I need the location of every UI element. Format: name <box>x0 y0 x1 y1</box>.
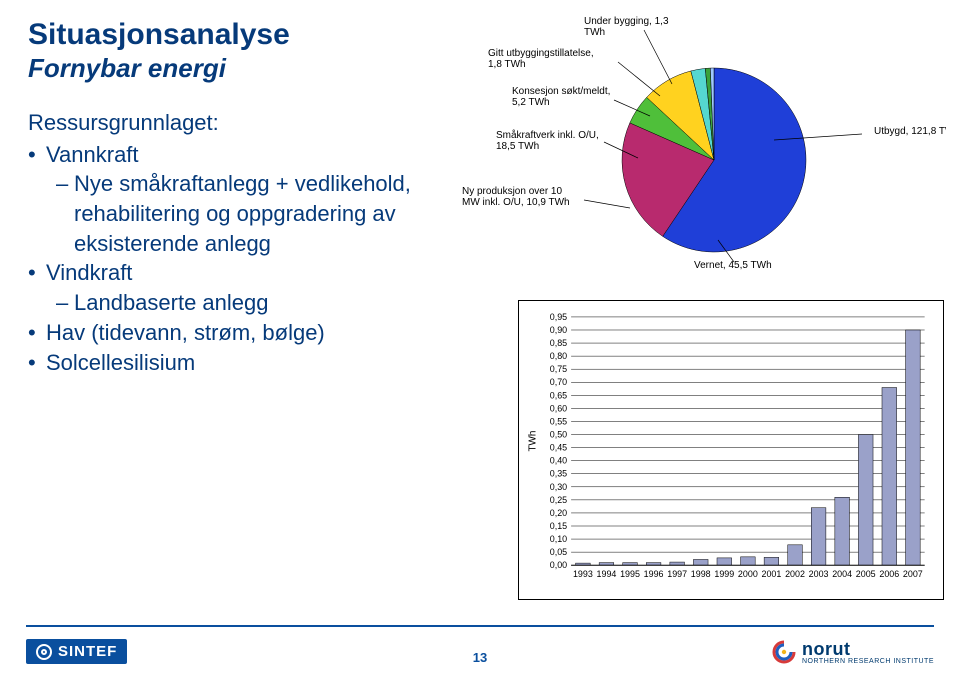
bar <box>693 559 708 565</box>
bullet-icon: • <box>28 318 46 348</box>
x-tick-label: 1999 <box>714 569 734 579</box>
bar <box>764 557 779 565</box>
x-tick-label: 2003 <box>809 569 829 579</box>
list-item: • Vannkraft <box>28 140 411 170</box>
list-item: • Hav (tidevann, strøm, bølge) <box>28 318 411 348</box>
y-tick-label: 0,75 <box>550 364 567 374</box>
x-tick-label: 1993 <box>573 569 593 579</box>
bar <box>717 558 732 565</box>
x-tick-label: 1996 <box>644 569 664 579</box>
y-tick-label: 0,05 <box>550 547 567 557</box>
norut-logo: norut NORTHERN RESEARCH INSTITUTE <box>772 639 934 665</box>
x-tick-label: 2005 <box>856 569 876 579</box>
x-tick-label: 2006 <box>879 569 899 579</box>
bullet-icon: • <box>28 348 46 378</box>
y-tick-label: 0,70 <box>550 377 567 387</box>
bullet-icon: • <box>28 258 46 288</box>
intro-line: Ressursgrunnlaget: <box>28 108 411 138</box>
y-tick-label: 0,15 <box>550 521 567 531</box>
y-tick-label: 0,90 <box>550 325 567 335</box>
pie-label: 1,8 TWh <box>488 59 526 70</box>
item-text: Hav (tidevann, strøm, bølge) <box>46 318 325 348</box>
bar <box>882 387 897 565</box>
bar <box>788 545 803 565</box>
subtitle: Fornybar energi <box>28 53 290 84</box>
pie-label: Konsesjon søkt/meldt, <box>512 86 610 97</box>
y-tick-label: 0,30 <box>550 482 567 492</box>
y-tick-label: 0,65 <box>550 390 567 400</box>
x-tick-label: 2001 <box>762 569 782 579</box>
bar <box>835 497 850 565</box>
y-tick-label: 0,85 <box>550 338 567 348</box>
norut-sub: NORTHERN RESEARCH INSTITUTE <box>802 658 934 665</box>
y-tick-label: 0,80 <box>550 351 567 361</box>
pie-label: 5,2 TWh <box>512 97 550 108</box>
y-tick-label: 0,55 <box>550 416 567 426</box>
y-tick-label: 0,50 <box>550 430 567 440</box>
subitem-text: Nye småkraftanlegg + vedlikehold, <box>74 169 411 199</box>
y-tick-label: 0,45 <box>550 443 567 453</box>
x-tick-label: 2004 <box>832 569 852 579</box>
pie-label: 18,5 TWh <box>496 141 539 152</box>
slide-footer: SINTEF 13 norut NORTHERN RESEARCH INSTIT… <box>0 625 960 673</box>
y-tick-label: 0,25 <box>550 495 567 505</box>
bar <box>858 435 873 566</box>
bullet-icon: • <box>28 140 46 170</box>
y-tick-label: 0,20 <box>550 508 567 518</box>
item-text: Vannkraft <box>46 140 139 170</box>
item-text: Solcellesilisium <box>46 348 195 378</box>
subitem-cont: eksisterende anlegg <box>74 229 411 259</box>
y-tick-label: 0,00 <box>550 560 567 570</box>
pie-label: Ny produksjon over 10 <box>462 186 562 197</box>
x-tick-label: 1995 <box>620 569 640 579</box>
content-block: Ressursgrunnlaget: • Vannkraft – Nye små… <box>28 108 411 377</box>
list-item: • Solcellesilisium <box>28 348 411 378</box>
dash-icon: – <box>56 169 74 199</box>
y-tick-label: 0,60 <box>550 403 567 413</box>
sintef-ring-icon <box>36 644 52 660</box>
pie-label: Gitt utbyggingstillatelse, <box>488 48 594 59</box>
pie-label: Utbygd, 121,8 TWh <box>874 126 946 137</box>
bar <box>741 557 756 565</box>
x-tick-label: 2002 <box>785 569 805 579</box>
bar <box>811 508 826 565</box>
list-item: • Vindkraft <box>28 258 411 288</box>
bar <box>906 330 921 565</box>
norut-name: norut <box>802 639 934 660</box>
y-axis-label: TWh <box>527 431 538 452</box>
footer-rule <box>26 625 934 627</box>
pie-label: MW inkl. O/U, 10,9 TWh <box>462 197 570 208</box>
title: Situasjonsanalyse <box>28 18 290 51</box>
pie-label: TWh <box>584 27 605 38</box>
x-tick-label: 2007 <box>903 569 923 579</box>
sintef-text: SINTEF <box>58 643 117 660</box>
subitem-cont: rehabilitering og oppgradering av <box>74 199 411 229</box>
y-tick-label: 0,10 <box>550 534 567 544</box>
pie-chart: Utbygd, 121,8 TWh Vernet, 45,5 TWh Ny prod… <box>454 10 946 280</box>
y-tick-label: 0,35 <box>550 469 567 479</box>
subitem-text: Landbaserte anlegg <box>74 288 269 318</box>
pie-label: Under bygging, 1,3 <box>584 16 669 27</box>
item-text: Vindkraft <box>46 258 132 288</box>
sintef-logo: SINTEF <box>26 639 160 665</box>
dash-icon: – <box>56 288 74 318</box>
list-subitem: – Landbaserte anlegg <box>56 288 411 318</box>
x-tick-label: 2000 <box>738 569 758 579</box>
bar-chart: 0,00 0,05 0,10 0,15 0,20 0,25 0,30 0,35 0,40 0,45… <box>518 300 944 600</box>
y-tick-label: 0,95 <box>550 312 567 322</box>
pie-label: Vernet, 45,5 TWh <box>694 260 772 271</box>
x-tick-label: 1997 <box>667 569 687 579</box>
list-subitem: – Nye småkraftanlegg + vedlikehold, <box>56 169 411 199</box>
y-tick-label: 0,40 <box>550 456 567 466</box>
page-number: 13 <box>473 650 487 665</box>
slide-heading: Situasjonsanalyse Fornybar energi <box>28 18 290 84</box>
x-tick-label: 1998 <box>691 569 711 579</box>
pie-label: Småkraftverk inkl. O/U, <box>496 129 599 141</box>
x-tick-label: 1994 <box>597 569 617 579</box>
norut-swirl-icon <box>772 640 796 664</box>
